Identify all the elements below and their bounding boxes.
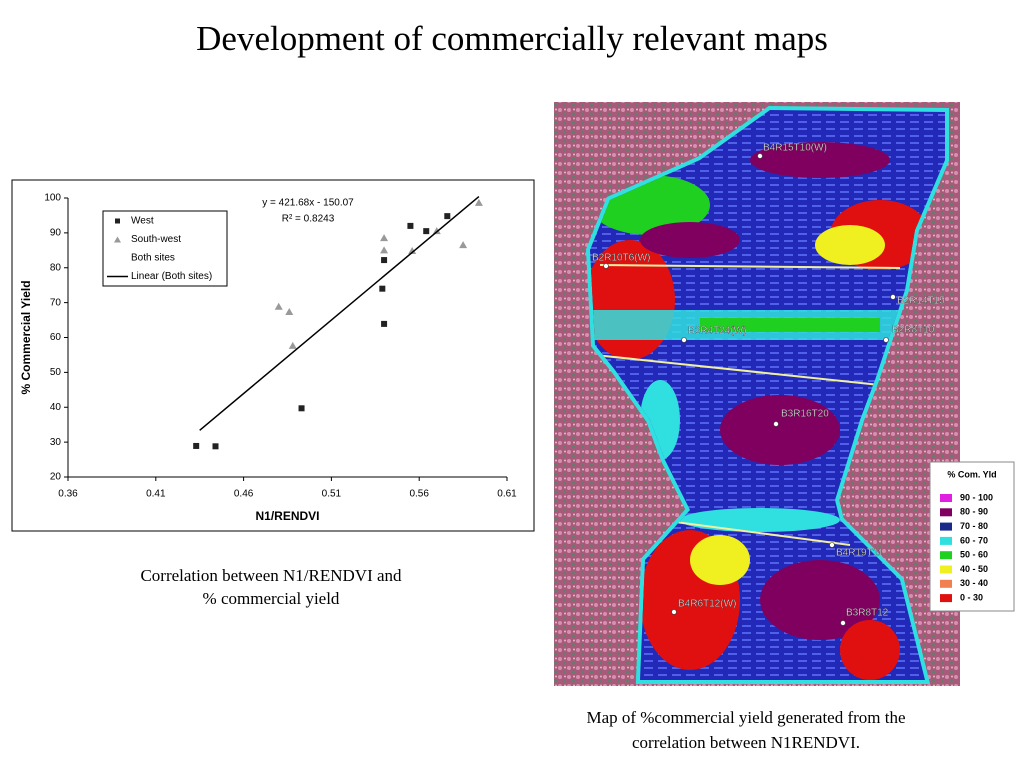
point [432,227,441,235]
x-tick-label: 0.51 [322,489,342,500]
point [212,443,219,450]
plot-marker [890,294,896,300]
annotation: R² = 0.8243 [282,214,335,225]
plot-label: B4R19T11 [836,548,884,559]
map-caption: correlation between N1RENDVI. [632,733,860,752]
slide-title: Development of commercially relevant map… [196,19,828,58]
chart-caption: % commercial yield [203,589,340,608]
plot-label: B2R4T24(W) [688,326,746,337]
x-tick-label: 0.61 [497,489,517,500]
legend-label: Linear (Both sites) [131,271,212,282]
plot-marker [840,620,846,626]
legend-swatch [940,536,952,545]
plot-label: B2R8T10 [892,325,935,336]
y-tick-label: 60 [50,332,62,343]
chart-caption: Correlation between N1/RENDVI and [140,566,402,585]
y-axis-label: % Commercial Yield [19,280,33,394]
legend-label: South-west [131,234,181,245]
legend-swatch [940,565,952,574]
y-tick-label: 90 [50,228,62,239]
point [274,302,283,310]
y-tick-label: 30 [50,437,62,448]
point [381,257,388,264]
point [381,320,388,327]
point [298,405,305,412]
point [408,247,417,255]
legend-label: 60 - 70 [960,535,988,545]
field [590,110,945,680]
legend-label: 70 - 80 [960,521,988,531]
point [285,308,294,316]
x-tick-label: 0.56 [409,489,429,500]
point [407,222,414,229]
plot-label: B2R14T15 [897,296,945,307]
point [380,246,389,254]
legend-swatch [940,522,952,531]
point [379,285,386,292]
legend-box [102,210,228,287]
legend-swatch [940,579,952,588]
y-tick-label: 50 [50,367,62,378]
y-tick-label: 70 [50,297,62,308]
legend-label: Both sites [131,253,175,264]
legend-label: 30 - 40 [960,578,988,588]
legend-label: West [131,216,154,227]
plot-marker [883,337,889,343]
y-tick-label: 40 [50,402,62,413]
x-tick-label: 0.41 [146,489,166,500]
plot-label: B4R15T10(W) [763,143,827,154]
point [474,198,483,206]
y-tick-label: 80 [50,262,62,273]
y-tick-label: 100 [44,193,61,204]
legend-marker [114,236,121,243]
plot-marker [671,609,677,615]
yield-map: B4R15T10(W) B2R10T6(W) B2R14T15 B2R8T10 B2R4… [554,102,1015,686]
map-legend-title: % Com. Yld [947,469,996,479]
x-axis-label: N1/RENDVI [255,509,319,523]
point [193,442,200,449]
scatter-chart: 20 30 40 50 60 70 80 90 100 0.36 0.41 0.46 0.51 0.56 0… [19,193,517,524]
point [380,234,389,242]
plot-label: B2R10T6(W) [592,253,650,264]
legend-label: 0 - 30 [960,592,983,602]
map-caption: Map of %commercial yield generated from … [586,708,905,727]
point [459,241,468,249]
annotation: y = 421.68x - 150.07 [262,198,354,209]
plot-marker [603,263,609,269]
point [444,213,451,220]
trend-line [199,196,480,431]
legend-label: 80 - 90 [960,507,988,517]
legend-swatch [940,508,952,517]
plot-labels: B4R15T10(W) B2R10T6(W) B2R14T15 B2R8T10 B2R4… [592,142,945,626]
legend-label: 90 - 100 [960,492,993,502]
legend-marker [115,218,120,224]
plot-label: B3R8T12 [846,608,889,619]
plot-marker [757,153,763,159]
point [288,341,297,349]
x-tick-label: 0.46 [234,489,254,500]
x-tick-label: 0.36 [58,489,78,500]
legend-label: 50 - 60 [960,550,988,560]
plot-label: B4R6T12(W) [678,599,736,610]
legend-label: 40 - 50 [960,564,988,574]
plot-marker [829,542,835,548]
y-tick-label: 20 [50,472,62,483]
legend-swatch [940,551,952,560]
legend-swatch [940,494,952,502]
map-legend-items: % Com. Yld 90 - 100 80 - 90 70 - 80 60 - 70 5… [940,469,997,602]
legend-swatch [940,594,952,603]
plot-marker [773,421,779,427]
chart-frame [11,179,535,532]
plot-label: B3R16T20 [781,409,829,420]
plot-marker [681,337,687,343]
point [423,228,430,235]
